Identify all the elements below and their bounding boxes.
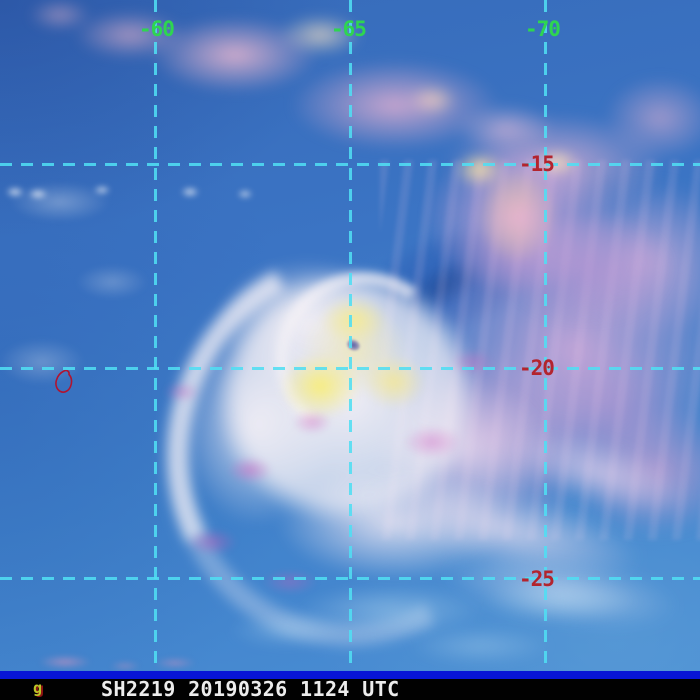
gridline-latitude-20 [0, 367, 700, 370]
gridline-longitude-70 [544, 0, 547, 672]
gridline-longitude-60 [154, 0, 157, 672]
cloud-layer-south-tail-1 [291, 421, 700, 635]
gridline-longitude-65 [349, 0, 352, 672]
cloud-layer-outflow-streaks [380, 160, 700, 540]
status-bar: g SH2219 20190326 1124 UTC [0, 679, 700, 700]
cloud-layer-bottom-wisps [225, 558, 700, 670]
latitude-label-15: -15 [519, 152, 555, 176]
cloud-layer-south-tail-3 [461, 387, 700, 558]
cloud-layer-corner-pink [20, 648, 250, 672]
latitude-label-20: -20 [519, 356, 555, 380]
latitude-label-25: -25 [519, 567, 555, 591]
satellite-imagery: -60 -65 -70 -15 -20 -25 [0, 0, 700, 672]
status-stripe [0, 671, 700, 679]
longitude-label-65: -65 [331, 17, 367, 41]
cloud-layer-secondary-convection [372, 108, 700, 368]
satellite-marker-glyph: g [33, 679, 43, 697]
longitude-label-60: -60 [139, 17, 175, 41]
gridline-latitude-25 [0, 577, 700, 580]
annotation-text: SH2219 20190326 1124 UTC [101, 677, 400, 700]
gridline-latitude-15 [0, 163, 700, 166]
cloud-layer-spiral-arc-inner [263, 260, 463, 455]
cloud-layer-cyclone-core [135, 225, 590, 625]
cloud-layer-dry-notch [381, 235, 505, 337]
longitude-label-70: -70 [525, 17, 561, 41]
cloud-layer-west-wisps [0, 120, 280, 460]
cyclone-eye [337, 331, 369, 361]
island-outline-icon [55, 369, 73, 393]
cloud-layer-spiral-arc-outer [115, 199, 595, 672]
